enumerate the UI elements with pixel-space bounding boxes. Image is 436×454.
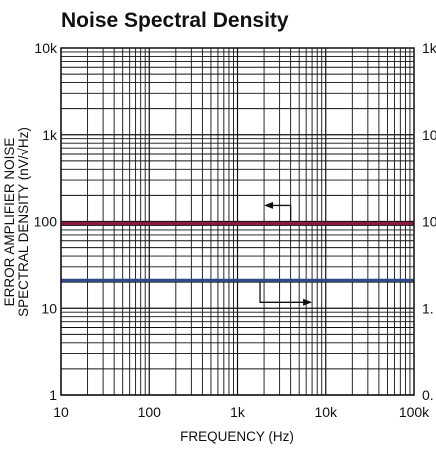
y-tick-label: 1k [42,127,58,143]
x-tick-label: 100k [399,404,430,420]
series-group [61,221,414,282]
left-axis-arrow [266,204,292,222]
x-tick-label: 10 [53,404,69,420]
y-axis-label-line-2: SPECTRAL DENSITY (nV/√Hz) [16,127,31,317]
plot-frame [60,47,415,396]
y-tick-labels: 1 10 100 1k 10k [34,40,58,403]
y-tick-label: 100 [34,214,58,230]
left-axis-arrowhead [264,201,274,209]
arrows-group [259,201,313,306]
y-tick-label: 10k [34,40,58,56]
y2-tick-label: 10 [422,127,436,143]
x-tick-label: 100 [138,404,162,420]
y2-tick-label: 1. [422,300,434,316]
y2-tick-label: 10 [422,214,436,230]
y-tick-label: 1 [49,387,57,403]
x-tick-labels: 10 100 1k 10k 100k [53,404,430,420]
x-tick-label: 10k [314,404,338,420]
y2-tick-labels: 0. 1. 10 10 1k [422,40,436,403]
grid [60,48,414,396]
right-axis-arrowhead [303,298,313,306]
y-tick-label: 10 [41,300,57,316]
y2-tick-label: 1k [422,40,436,56]
x-tick-label: 1k [230,404,246,420]
y2-tick-label: 0. [422,387,434,403]
right-axis-arrow [259,282,311,303]
chart-title: Noise Spectral Density [61,9,289,32]
y-axis-label-line-1: ERROR AMPLIFIER NOISE [2,138,17,307]
x-axis-label: FREQUENCY (Hz) [180,429,294,444]
